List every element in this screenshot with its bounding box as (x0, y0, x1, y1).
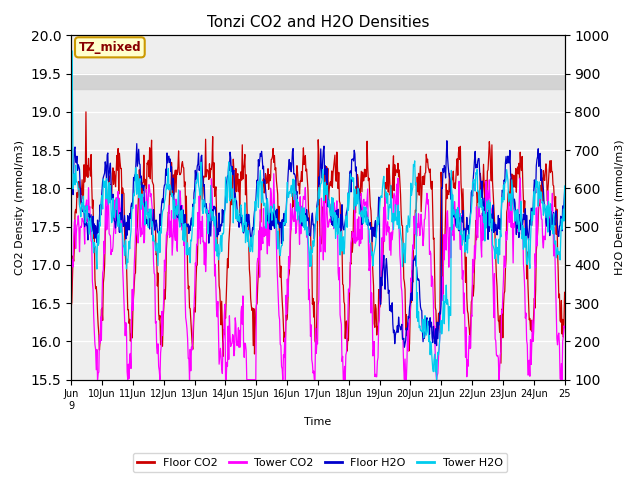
Legend: Floor CO2, Tower CO2, Floor H2O, Tower H2O: Floor CO2, Tower CO2, Floor H2O, Tower H… (133, 453, 507, 472)
Bar (71, 73, 564, 89)
Text: TZ_mixed: TZ_mixed (79, 41, 141, 54)
Y-axis label: CO2 Density (mmol/m3): CO2 Density (mmol/m3) (15, 140, 25, 275)
Title: Tonzi CO2 and H2O Densities: Tonzi CO2 and H2O Densities (207, 15, 429, 30)
X-axis label: Time: Time (304, 417, 332, 427)
Y-axis label: H2O Density (mmol/m3): H2O Density (mmol/m3) (615, 140, 625, 276)
